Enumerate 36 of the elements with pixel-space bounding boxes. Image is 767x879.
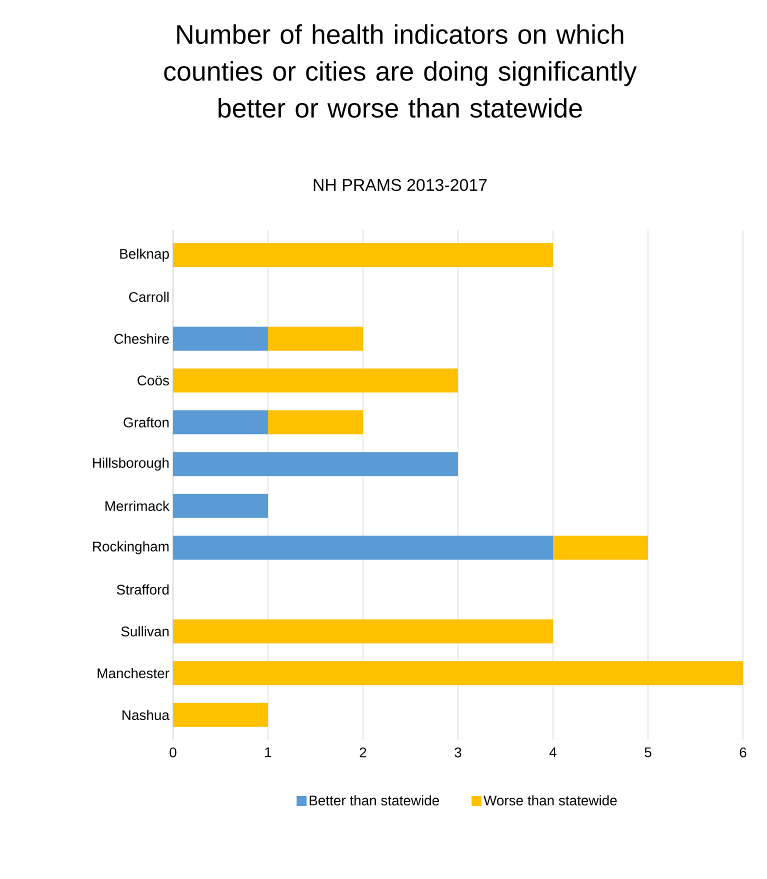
y-tick-label: Belknap	[120, 248, 169, 262]
chart-title: Number of health indicators on which counties or cities are doing significantly better or worse than statewide	[164, 24, 637, 118]
legend-label: Worse than statewide	[484, 795, 617, 806]
y-tick-label: Nashua	[122, 710, 170, 720]
legend-label: Better than statewide	[310, 795, 440, 806]
bar	[173, 243, 553, 268]
bar	[173, 368, 458, 392]
bar	[268, 410, 363, 434]
x-tick-label: 6	[740, 748, 746, 758]
y-tick-label: Coös	[138, 376, 169, 386]
bar	[268, 326, 363, 351]
y-tick-label: Strafford	[116, 584, 169, 595]
y-tick-label: Carroll	[129, 292, 169, 302]
bar	[173, 619, 553, 644]
y-tick-label: Sullivan	[121, 626, 169, 636]
bar	[173, 452, 458, 476]
x-tick-label: 5	[644, 748, 652, 758]
bar	[553, 536, 648, 560]
chart-subtitle: NH PRAMS 2013-2017	[314, 178, 487, 191]
x-tick-label: 1	[265, 748, 272, 758]
x-tick-label: 3	[454, 748, 462, 758]
x-tick-label: 4	[549, 748, 556, 758]
x-tick-label: 2	[360, 748, 366, 758]
y-tick-label: Rockingham	[93, 541, 169, 554]
y-tick-label: Merrimack	[106, 500, 170, 512]
bar	[173, 661, 744, 686]
y-tick-label: Grafton	[124, 417, 169, 428]
bar	[173, 536, 553, 560]
bar	[173, 410, 268, 434]
x-tick-label: 0	[170, 748, 176, 758]
bar	[173, 326, 268, 351]
y-tick-label: Manchester	[98, 668, 170, 678]
bar	[173, 494, 268, 518]
bar	[173, 702, 268, 727]
y-tick-label: Hillsborough	[93, 458, 169, 471]
y-tick-label: Cheshire	[114, 334, 169, 344]
